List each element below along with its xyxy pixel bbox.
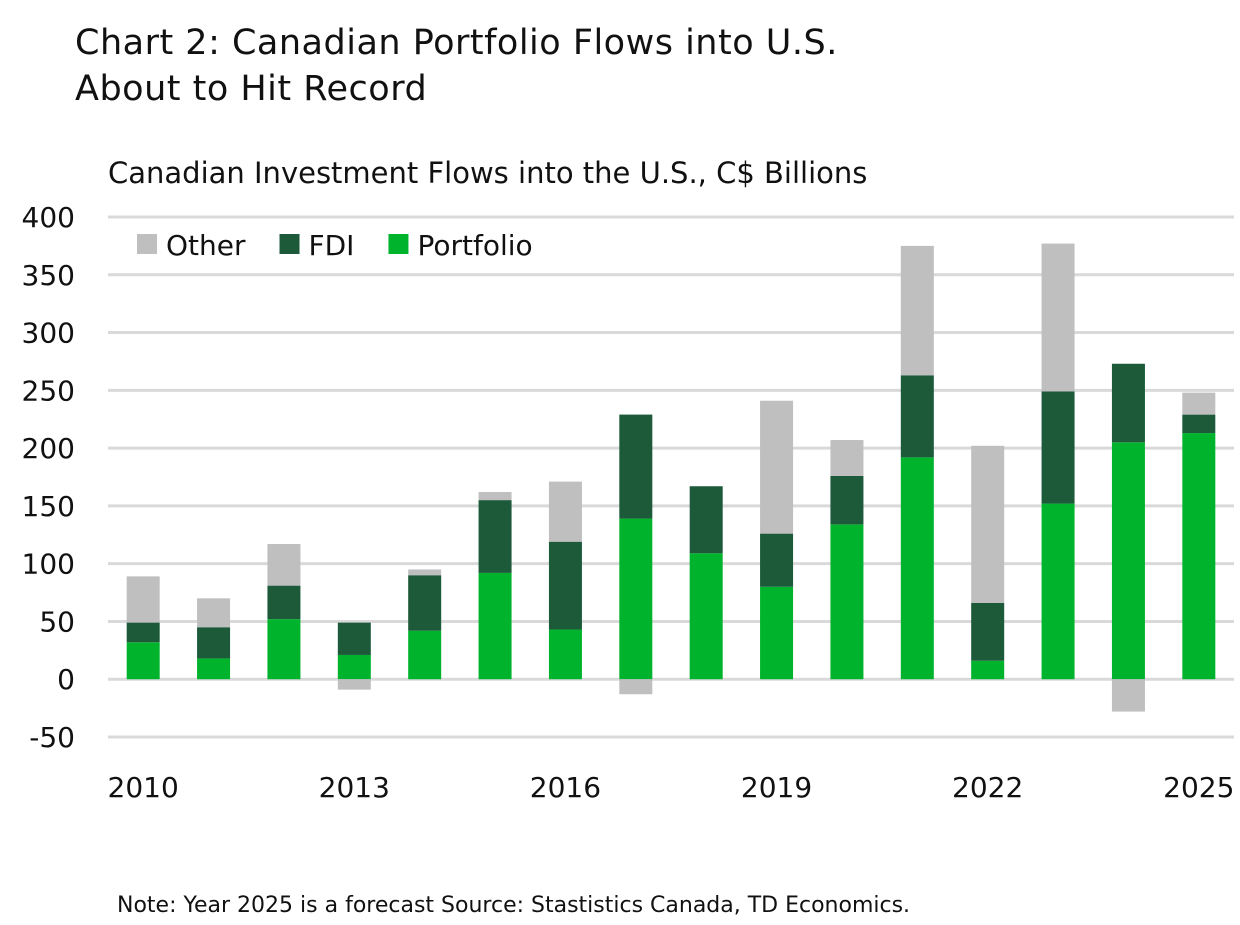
y-tick-label: 200 xyxy=(22,432,75,465)
bar-fdi-2020 xyxy=(830,475,864,525)
bar-other-2015 xyxy=(478,492,512,501)
bar-other-2011 xyxy=(197,598,231,628)
bar-portfolio-2012 xyxy=(267,619,301,680)
legend-label-portfolio: Portfolio xyxy=(417,229,532,262)
x-tick-label: 2010 xyxy=(108,771,179,804)
bar-portfolio-2022 xyxy=(971,660,1005,680)
bar-fdi-2021 xyxy=(900,375,934,458)
bar-other-2021 xyxy=(900,245,934,376)
bar-portfolio-2019 xyxy=(760,586,794,680)
bar-other-2012 xyxy=(267,544,301,586)
bar-portfolio-2018 xyxy=(689,553,723,680)
bar-other-2020 xyxy=(830,440,864,476)
bar-fdi-2023 xyxy=(1041,391,1075,504)
bar-other-2010 xyxy=(126,576,160,623)
bar-portfolio-2010 xyxy=(126,642,160,680)
bar-fdi-2019 xyxy=(760,533,794,587)
bar-portfolio-2015 xyxy=(478,572,512,680)
bar-fdi-2012 xyxy=(267,585,301,620)
bar-fdi-2022 xyxy=(971,602,1005,661)
bar-portfolio-2017 xyxy=(619,518,653,680)
legend-swatch-portfolio xyxy=(388,234,409,254)
bar-fdi-2025 xyxy=(1182,414,1216,434)
bar-other-2017 xyxy=(619,679,653,695)
chart-title: Chart 2: Canadian Portfolio Flows into U… xyxy=(75,20,838,112)
bar-portfolio-2020 xyxy=(830,524,864,680)
y-tick-label: 150 xyxy=(22,490,75,523)
bar-other-2013 xyxy=(337,679,371,690)
bar-other-2025 xyxy=(1182,392,1216,415)
y-tick-label: 250 xyxy=(22,374,75,407)
title-line-2: About to Hit Record xyxy=(75,69,428,109)
bar-portfolio-2014 xyxy=(408,630,442,680)
y-tick-label: 300 xyxy=(22,317,75,350)
chart-subtitle: Canadian Investment Flows into the U.S.,… xyxy=(108,156,868,190)
bar-fdi-2011 xyxy=(197,627,231,659)
y-tick-label: 50 xyxy=(39,605,75,638)
bar-fdi-2015 xyxy=(478,500,512,573)
x-tick-label: 2016 xyxy=(530,771,601,804)
bar-portfolio-2021 xyxy=(900,457,934,680)
bar-portfolio-2025 xyxy=(1182,433,1216,680)
bar-fdi-2018 xyxy=(689,486,723,554)
y-tick-label: -50 xyxy=(29,721,75,754)
bar-fdi-2017 xyxy=(619,414,653,519)
bar-fdi-2014 xyxy=(408,575,442,631)
bar-other-2022 xyxy=(971,445,1005,603)
y-tick-label: 350 xyxy=(22,259,75,292)
legend-label-other: Other xyxy=(166,229,246,262)
x-tick-label: 2013 xyxy=(319,771,390,804)
legend-swatch-fdi xyxy=(279,234,300,254)
bar-other-2024 xyxy=(1111,679,1145,712)
bar-fdi-2010 xyxy=(126,622,160,643)
x-tick-label: 2022 xyxy=(952,771,1023,804)
source-note: Note: Year 2025 is a forecast Source: St… xyxy=(117,893,911,918)
bar-fdi-2024 xyxy=(1111,363,1145,443)
y-tick-label: 100 xyxy=(22,548,75,581)
bar-portfolio-2023 xyxy=(1041,503,1075,680)
bar-portfolio-2013 xyxy=(337,654,371,680)
bar-other-2023 xyxy=(1041,243,1075,392)
legend-label-fdi: FDI xyxy=(309,229,355,262)
bar-fdi-2013 xyxy=(337,622,371,655)
y-tick-label: 400 xyxy=(22,201,75,234)
bar-portfolio-2024 xyxy=(1111,442,1145,680)
bar-other-2014 xyxy=(408,569,442,576)
bar-portfolio-2011 xyxy=(197,658,231,680)
y-tick-label: 0 xyxy=(57,663,75,696)
title-line-1: Chart 2: Canadian Portfolio Flows into U… xyxy=(75,23,838,63)
x-tick-label: 2019 xyxy=(741,771,812,804)
bar-other-2019 xyxy=(760,400,794,534)
bar-portfolio-2016 xyxy=(548,629,582,680)
bar-fdi-2016 xyxy=(548,541,582,630)
legend-swatch-other xyxy=(137,234,157,254)
bar-other-2016 xyxy=(548,481,582,542)
x-tick-label: 2025 xyxy=(1163,771,1234,804)
